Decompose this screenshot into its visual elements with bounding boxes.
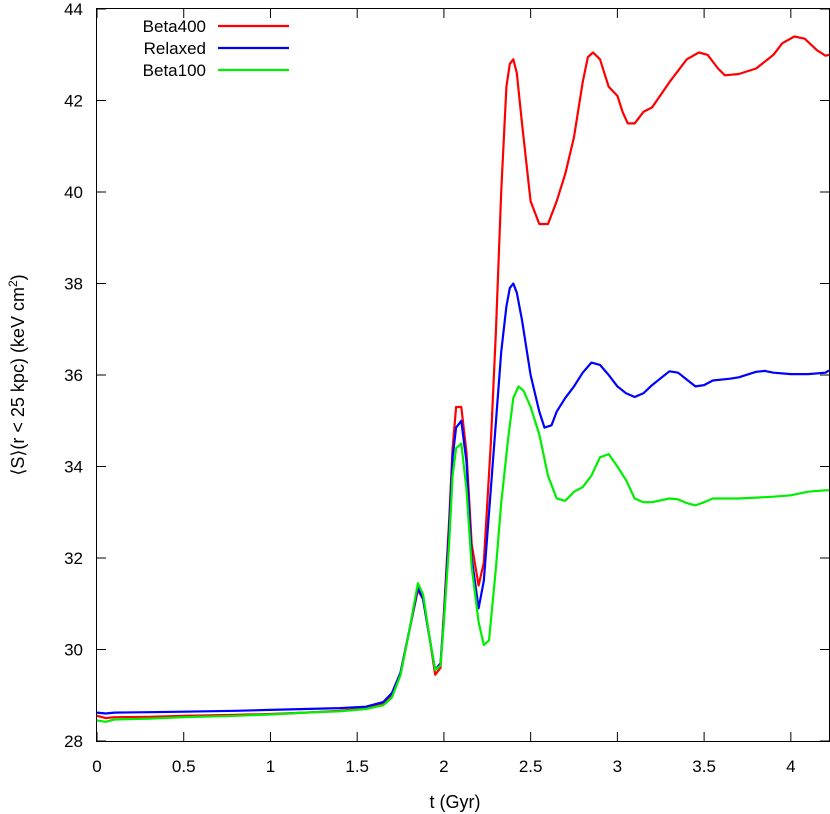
x-axis: 0 0.5 1 1.5 2 2.5 3 3.5 4 bbox=[92, 9, 796, 776]
x-tick-label: 0 bbox=[92, 757, 101, 776]
legend-label-beta100: Beta100 bbox=[143, 61, 206, 80]
series-line-beta400 bbox=[96, 35, 830, 720]
y-axis-label: ⟨S⟩(r < 25 kpc) (keV cm2) bbox=[6, 274, 28, 475]
y-tick-label: 36 bbox=[64, 366, 83, 385]
y-axis-label-superscript: 2 bbox=[6, 280, 20, 287]
y-tick-label: 28 bbox=[64, 732, 83, 751]
y-tick-label: 44 bbox=[64, 0, 83, 19]
x-tick-label: 0.5 bbox=[172, 757, 196, 776]
y-tick-label: 42 bbox=[64, 92, 83, 111]
series-line-relaxed bbox=[96, 282, 830, 715]
y-tick-label: 32 bbox=[64, 549, 83, 568]
x-tick-label: 1.5 bbox=[345, 757, 369, 776]
x-tick-label: 3.5 bbox=[692, 757, 716, 776]
plot-frame bbox=[96, 8, 830, 742]
x-tick-label: 2.5 bbox=[519, 757, 543, 776]
legend: Beta400 Relaxed Beta100 bbox=[143, 17, 289, 80]
legend-label-beta400: Beta400 bbox=[143, 17, 206, 36]
legend-label-relaxed: Relaxed bbox=[144, 39, 206, 58]
y-tick-label: 34 bbox=[64, 458, 83, 477]
y-tick-label: 38 bbox=[64, 275, 83, 294]
x-tick-label: 1 bbox=[266, 757, 275, 776]
y-tick-label: 30 bbox=[64, 641, 83, 660]
y-axis: 28 30 32 34 36 38 40 42 44 bbox=[64, 0, 829, 751]
y-axis-label-suffix: ) bbox=[8, 274, 28, 280]
x-axis-label: t (Gyr) bbox=[430, 792, 481, 812]
x-tick-label: 4 bbox=[786, 757, 795, 776]
series-lines bbox=[96, 35, 830, 723]
y-tick-label: 40 bbox=[64, 183, 83, 202]
x-tick-label: 3 bbox=[613, 757, 622, 776]
y-axis-label-main: ⟨S⟩(r < 25 kpc) (keV cm bbox=[8, 287, 28, 476]
x-tick-label: 2 bbox=[439, 757, 448, 776]
series-line-beta100 bbox=[96, 385, 829, 723]
